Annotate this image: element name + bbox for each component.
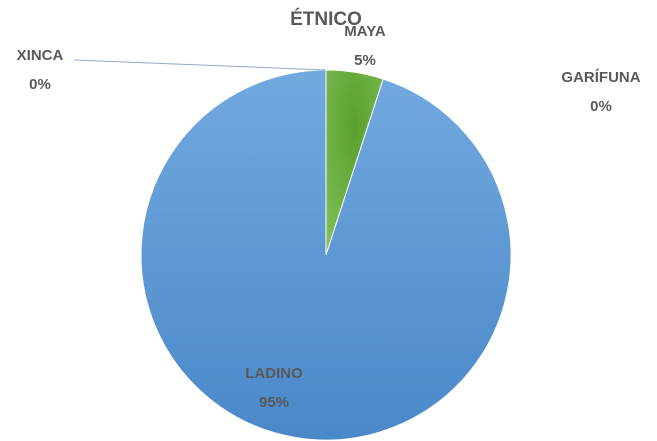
category-label: GARÍFUNA <box>561 69 640 86</box>
chart-title: ÉTNICO <box>290 8 362 30</box>
category-label: MAYA <box>344 23 386 40</box>
category-label: XINCA <box>17 47 64 64</box>
value-label: 0% <box>590 98 612 115</box>
value-label: 0% <box>29 76 51 93</box>
pie-slice <box>140 69 512 441</box>
value-label: 5% <box>354 52 376 69</box>
value-label: 95% <box>259 394 289 411</box>
leader-line <box>73 59 327 71</box>
category-label: LADINO <box>245 365 303 382</box>
